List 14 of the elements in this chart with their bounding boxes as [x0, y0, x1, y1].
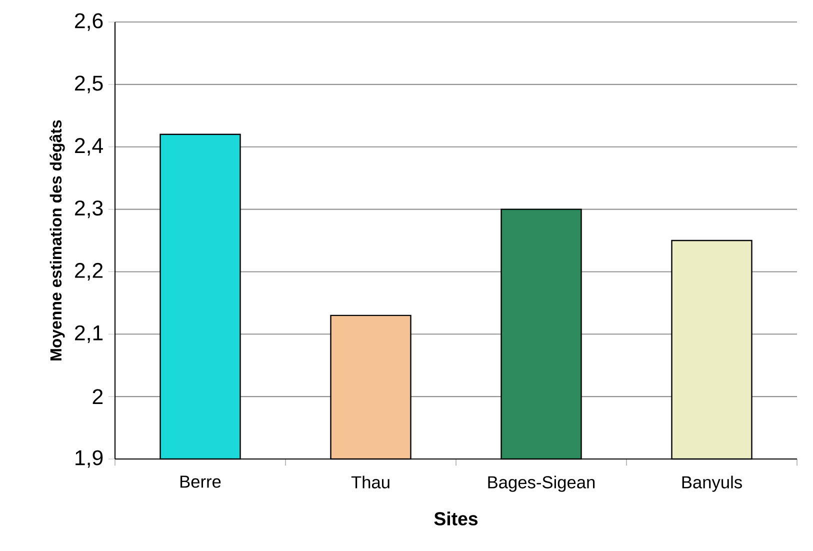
x-tick-label: Bages-Sigean	[488, 476, 595, 492]
y-tick-label: 2,2	[75, 262, 103, 281]
x-axis-title: Sites	[434, 512, 478, 526]
x-tick-label: Banyuls	[682, 476, 742, 492]
y-tick-label: 2	[92, 389, 103, 404]
y-tick-label: 2,6	[75, 13, 103, 31]
y-tick-label: 2,3	[75, 200, 103, 218]
y-axis-title: Moyenne estimation des dégâts	[49, 120, 65, 360]
y-tick-label: 2,5	[75, 76, 103, 94]
y-tick-label: 2,4	[75, 138, 103, 156]
x-tick-label: Thau	[351, 476, 390, 488]
y-tick-label: 2,1	[75, 325, 103, 343]
y-tick-label: 1,9	[76, 450, 103, 468]
x-tick-label: Berre	[180, 476, 221, 488]
